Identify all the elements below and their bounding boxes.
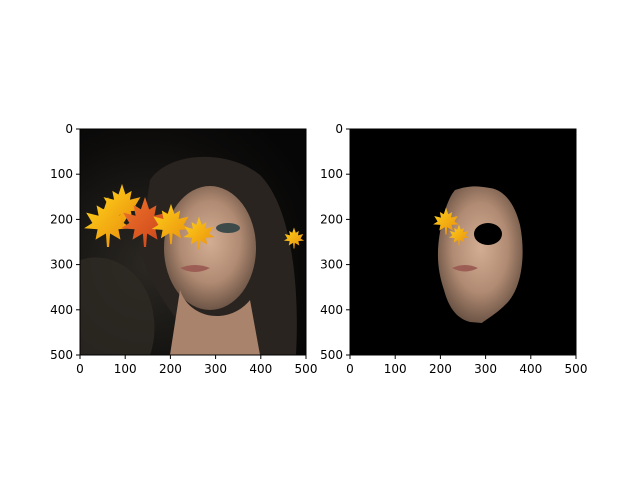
left-ytick-label: 400 [50, 303, 73, 317]
left-hair-blur [80, 257, 155, 355]
left-ytick-label: 300 [50, 258, 73, 272]
left-ytick-label: 100 [50, 167, 73, 181]
right-image [350, 129, 576, 355]
right-lips [452, 265, 478, 272]
right-ytick-label: 400 [320, 303, 343, 317]
left-face [164, 186, 256, 310]
left-xtick-label: 500 [295, 362, 318, 376]
right-xtick-label: 300 [474, 362, 497, 376]
right-face-mask [437, 186, 523, 323]
left-ytick-label: 500 [50, 348, 73, 362]
right-xtick-label: 100 [384, 362, 407, 376]
left-xtick-label: 400 [249, 362, 272, 376]
left-eye [216, 223, 240, 233]
left-axes-frame [79, 128, 307, 356]
right-ytick-label: 100 [320, 167, 343, 181]
right-xtick-label: 400 [519, 362, 542, 376]
left-xtick-label: 300 [204, 362, 227, 376]
left-neck [170, 290, 260, 355]
right-xtick-label: 200 [429, 362, 452, 376]
left-image [80, 129, 306, 355]
right-eye-hole [474, 223, 502, 245]
right-xtick-label: 0 [346, 362, 354, 376]
right-axes-frame [349, 128, 577, 356]
left-xtick-label: 200 [159, 362, 182, 376]
left-ytick-label: 0 [65, 122, 73, 136]
left-ytick-label: 200 [50, 212, 73, 226]
right-xtick-label: 500 [565, 362, 588, 376]
right-ytick-label: 500 [320, 348, 343, 362]
left-xtick-label: 100 [114, 362, 137, 376]
right-ytick-label: 0 [335, 122, 343, 136]
left-lips [180, 265, 210, 272]
left-xtick-label: 0 [76, 362, 84, 376]
right-ytick-label: 300 [320, 258, 343, 272]
right-ytick-label: 200 [320, 212, 343, 226]
